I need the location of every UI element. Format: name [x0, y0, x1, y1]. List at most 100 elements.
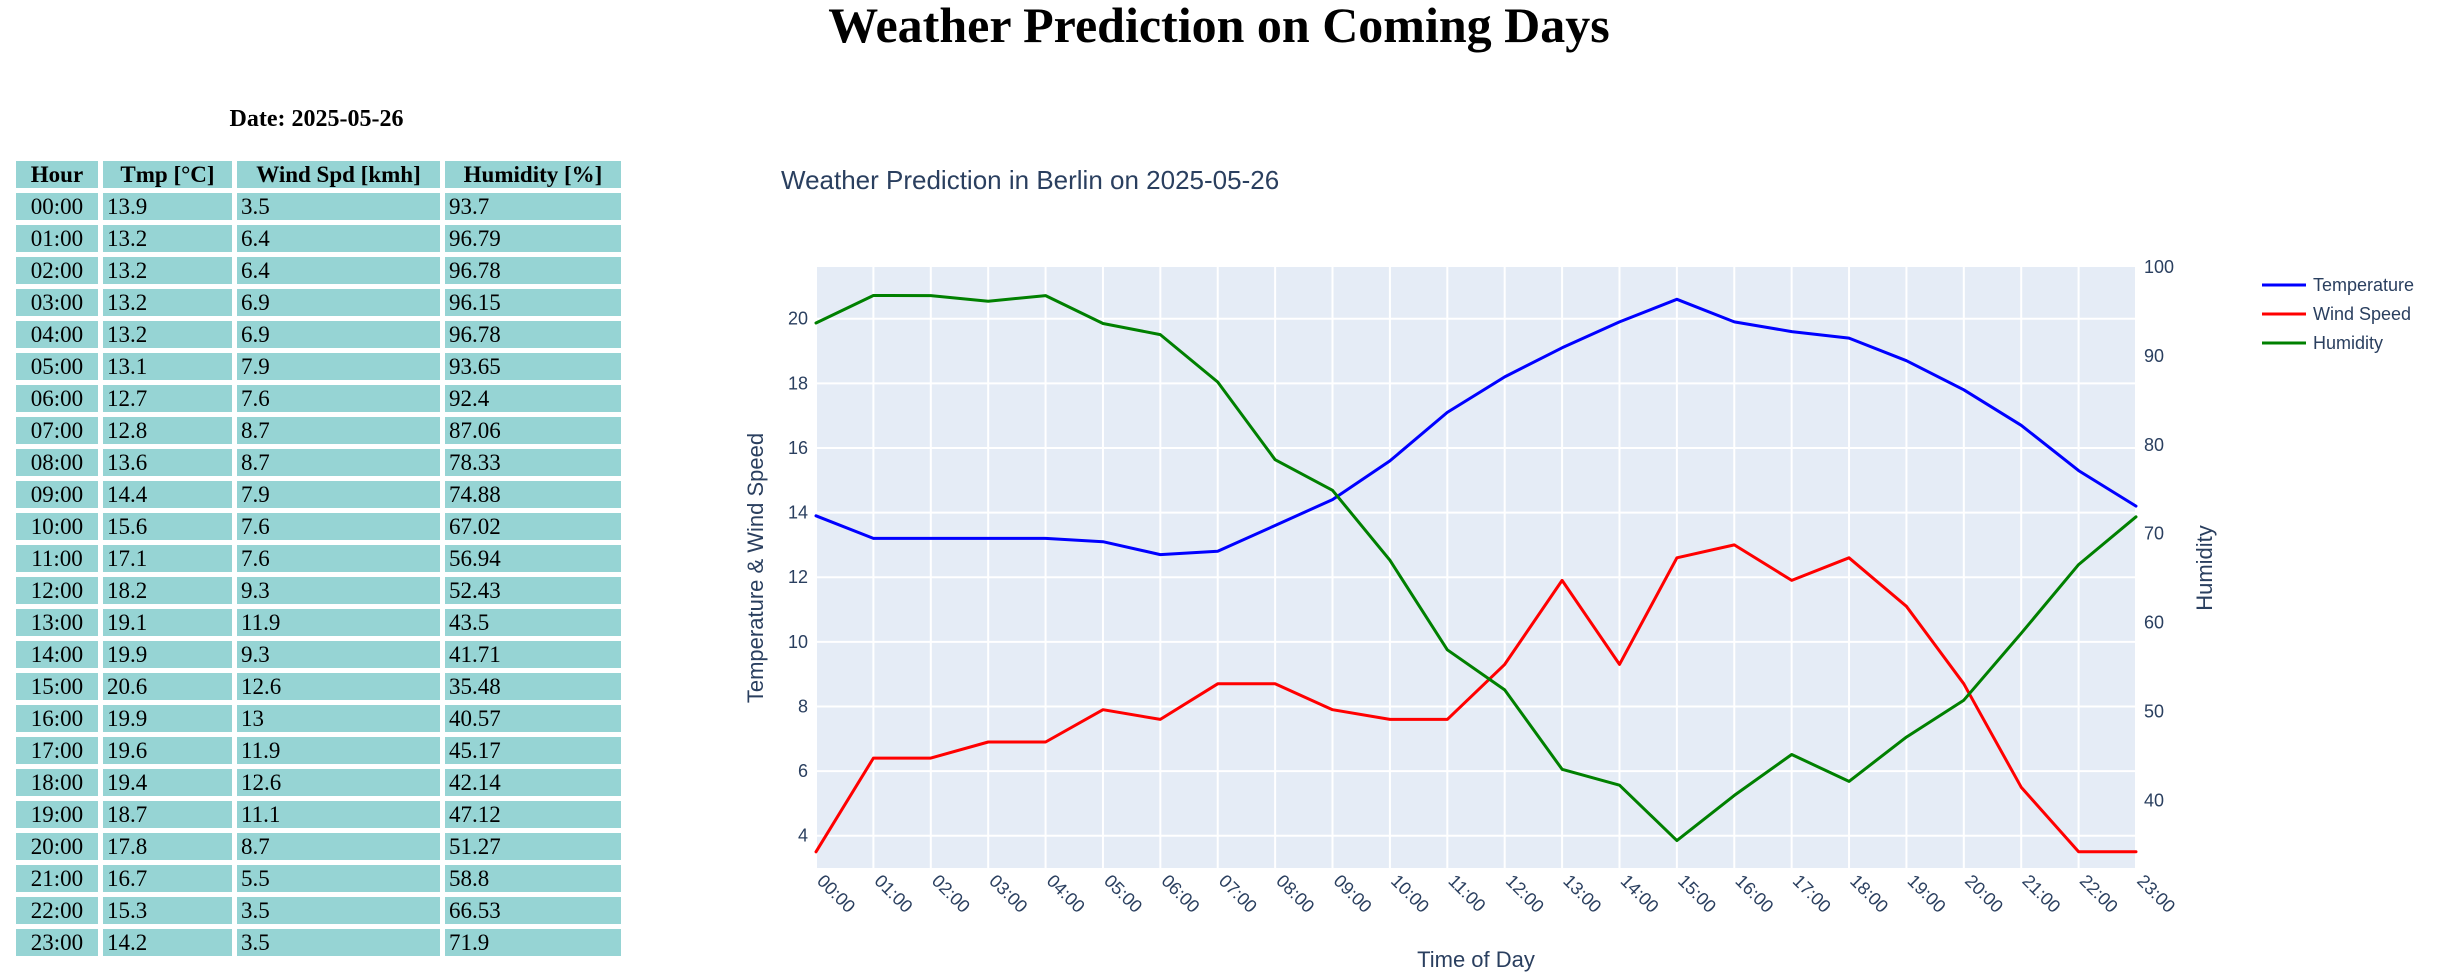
- y2-tick-label: 40: [2144, 790, 2164, 810]
- x-tick-label: 02:00: [928, 871, 974, 917]
- cell-hour: 00:00: [16, 193, 98, 220]
- cell-humidity: 67.02: [445, 513, 621, 540]
- cell-temperature: 19.9: [103, 705, 232, 732]
- table-row: 10:00 15.6 7.6 67.02: [16, 513, 621, 540]
- cell-wind-speed: 7.9: [237, 481, 440, 508]
- cell-wind-speed: 6.9: [237, 321, 440, 348]
- cell-wind-speed: 11.1: [237, 801, 440, 828]
- table-row: 11:00 17.1 7.6 56.94: [16, 545, 621, 572]
- cell-temperature: 19.1: [103, 609, 232, 636]
- cell-hour: 07:00: [16, 417, 98, 444]
- y-tick-label: 10: [788, 632, 808, 652]
- table-row: 03:00 13.2 6.9 96.15: [16, 289, 621, 316]
- x-tick-label: 17:00: [1789, 871, 1835, 917]
- cell-hour: 19:00: [16, 801, 98, 828]
- cell-hour: 18:00: [16, 769, 98, 796]
- table-row: 14:00 19.9 9.3 41.71: [16, 641, 621, 668]
- x-tick-label: 22:00: [2076, 871, 2122, 917]
- weather-table: Hour Tmp [°C] Wind Spd [kmh] Humidity [%…: [11, 156, 626, 961]
- y2-tick-label: 100: [2144, 257, 2174, 277]
- x-tick-label: 20:00: [1961, 871, 2007, 917]
- cell-temperature: 17.1: [103, 545, 232, 572]
- cell-hour: 11:00: [16, 545, 98, 572]
- cell-hour: 09:00: [16, 481, 98, 508]
- cell-wind-speed: 11.9: [237, 609, 440, 636]
- cell-hour: 04:00: [16, 321, 98, 348]
- cell-hour: 10:00: [16, 513, 98, 540]
- cell-temperature: 18.2: [103, 577, 232, 604]
- cell-humidity: 35.48: [445, 673, 621, 700]
- cell-humidity: 92.4: [445, 385, 621, 412]
- cell-wind-speed: 6.9: [237, 289, 440, 316]
- cell-humidity: 66.53: [445, 897, 621, 924]
- y2-tick-label: 50: [2144, 702, 2164, 722]
- cell-hour: 14:00: [16, 641, 98, 668]
- cell-temperature: 13.6: [103, 449, 232, 476]
- plot-area: [816, 267, 2136, 868]
- table-row: 13:00 19.1 11.9 43.5: [16, 609, 621, 636]
- y2-axis-title: Humidity: [2192, 525, 2217, 611]
- cell-humidity: 47.12: [445, 801, 621, 828]
- cell-humidity: 41.71: [445, 641, 621, 668]
- y2-tick-label: 60: [2144, 613, 2164, 633]
- cell-temperature: 14.4: [103, 481, 232, 508]
- y2-tick-label: 90: [2144, 346, 2164, 366]
- series-line-humidity: [814, 294, 2138, 843]
- table-row: 05:00 13.1 7.9 93.65: [16, 353, 621, 380]
- cell-wind-speed: 8.7: [237, 449, 440, 476]
- cell-humidity: 87.06: [445, 417, 621, 444]
- cell-hour: 01:00: [16, 225, 98, 252]
- table-row: 17:00 19.6 11.9 45.17: [16, 737, 621, 764]
- cell-humidity: 96.15: [445, 289, 621, 316]
- cell-wind-speed: 5.5: [237, 865, 440, 892]
- x-tick-label: 07:00: [1215, 871, 1261, 917]
- y-tick-label: 6: [798, 761, 808, 781]
- x-tick-label: 12:00: [1502, 871, 1548, 917]
- cell-temperature: 12.7: [103, 385, 232, 412]
- table-row: 04:00 13.2 6.9 96.78: [16, 321, 621, 348]
- cell-wind-speed: 7.6: [237, 545, 440, 572]
- table-row: 18:00 19.4 12.6 42.14: [16, 769, 621, 796]
- table-row: 21:00 16.7 5.5 58.8: [16, 865, 621, 892]
- page-title: Weather Prediction on Coming Days: [828, 0, 1610, 53]
- chart-title: Weather Prediction in Berlin on 2025-05-…: [781, 165, 1279, 195]
- x-tick-label: 18:00: [1846, 871, 1892, 917]
- y-tick-label: 8: [798, 696, 808, 716]
- y-axis-title: Temperature & Wind Speed: [743, 433, 768, 703]
- header-hour: Hour: [16, 161, 98, 188]
- cell-temperature: 19.6: [103, 737, 232, 764]
- cell-humidity: 93.7: [445, 193, 621, 220]
- table-body: 00:00 13.9 3.5 93.7 01:00 13.2 6.4 96.79 02:00 13…: [16, 193, 621, 956]
- y-tick-label: 18: [788, 373, 808, 393]
- table-row: 16:00 19.9 13 40.57: [16, 705, 621, 732]
- table-row: 15:00 20.6 12.6 35.48: [16, 673, 621, 700]
- x-tick-label: 06:00: [1158, 871, 1204, 917]
- cell-hour: 15:00: [16, 673, 98, 700]
- cell-hour: 20:00: [16, 833, 98, 860]
- x-tick-label: 13:00: [1559, 871, 1605, 917]
- header-wind-speed: Wind Spd [kmh]: [237, 161, 440, 188]
- x-tick-label: 03:00: [985, 871, 1031, 917]
- x-tick-label: 09:00: [1330, 871, 1376, 917]
- x-tick-label: 16:00: [1731, 871, 1777, 917]
- table-row: 09:00 14.4 7.9 74.88: [16, 481, 621, 508]
- x-tick-label: 05:00: [1100, 871, 1146, 917]
- cell-temperature: 19.4: [103, 769, 232, 796]
- x-tick-label: 14:00: [1617, 871, 1663, 917]
- x-tick-label: 15:00: [1674, 871, 1720, 917]
- cell-temperature: 13.2: [103, 257, 232, 284]
- cell-humidity: 96.78: [445, 321, 621, 348]
- cell-wind-speed: 6.4: [237, 225, 440, 252]
- table-date-label: Date: 2025-05-26: [229, 106, 404, 132]
- cell-wind-speed: 7.6: [237, 385, 440, 412]
- cell-temperature: 13.2: [103, 289, 232, 316]
- cell-temperature: 13.1: [103, 353, 232, 380]
- cell-hour: 16:00: [16, 705, 98, 732]
- cell-temperature: 18.7: [103, 801, 232, 828]
- cell-humidity: 71.9: [445, 929, 621, 956]
- cell-humidity: 42.14: [445, 769, 621, 796]
- header-temperature: Tmp [°C]: [103, 161, 232, 188]
- table-header-row: Hour Tmp [°C] Wind Spd [kmh] Humidity [%…: [16, 161, 621, 188]
- cell-humidity: 93.65: [445, 353, 621, 380]
- cell-wind-speed: 7.6: [237, 513, 440, 540]
